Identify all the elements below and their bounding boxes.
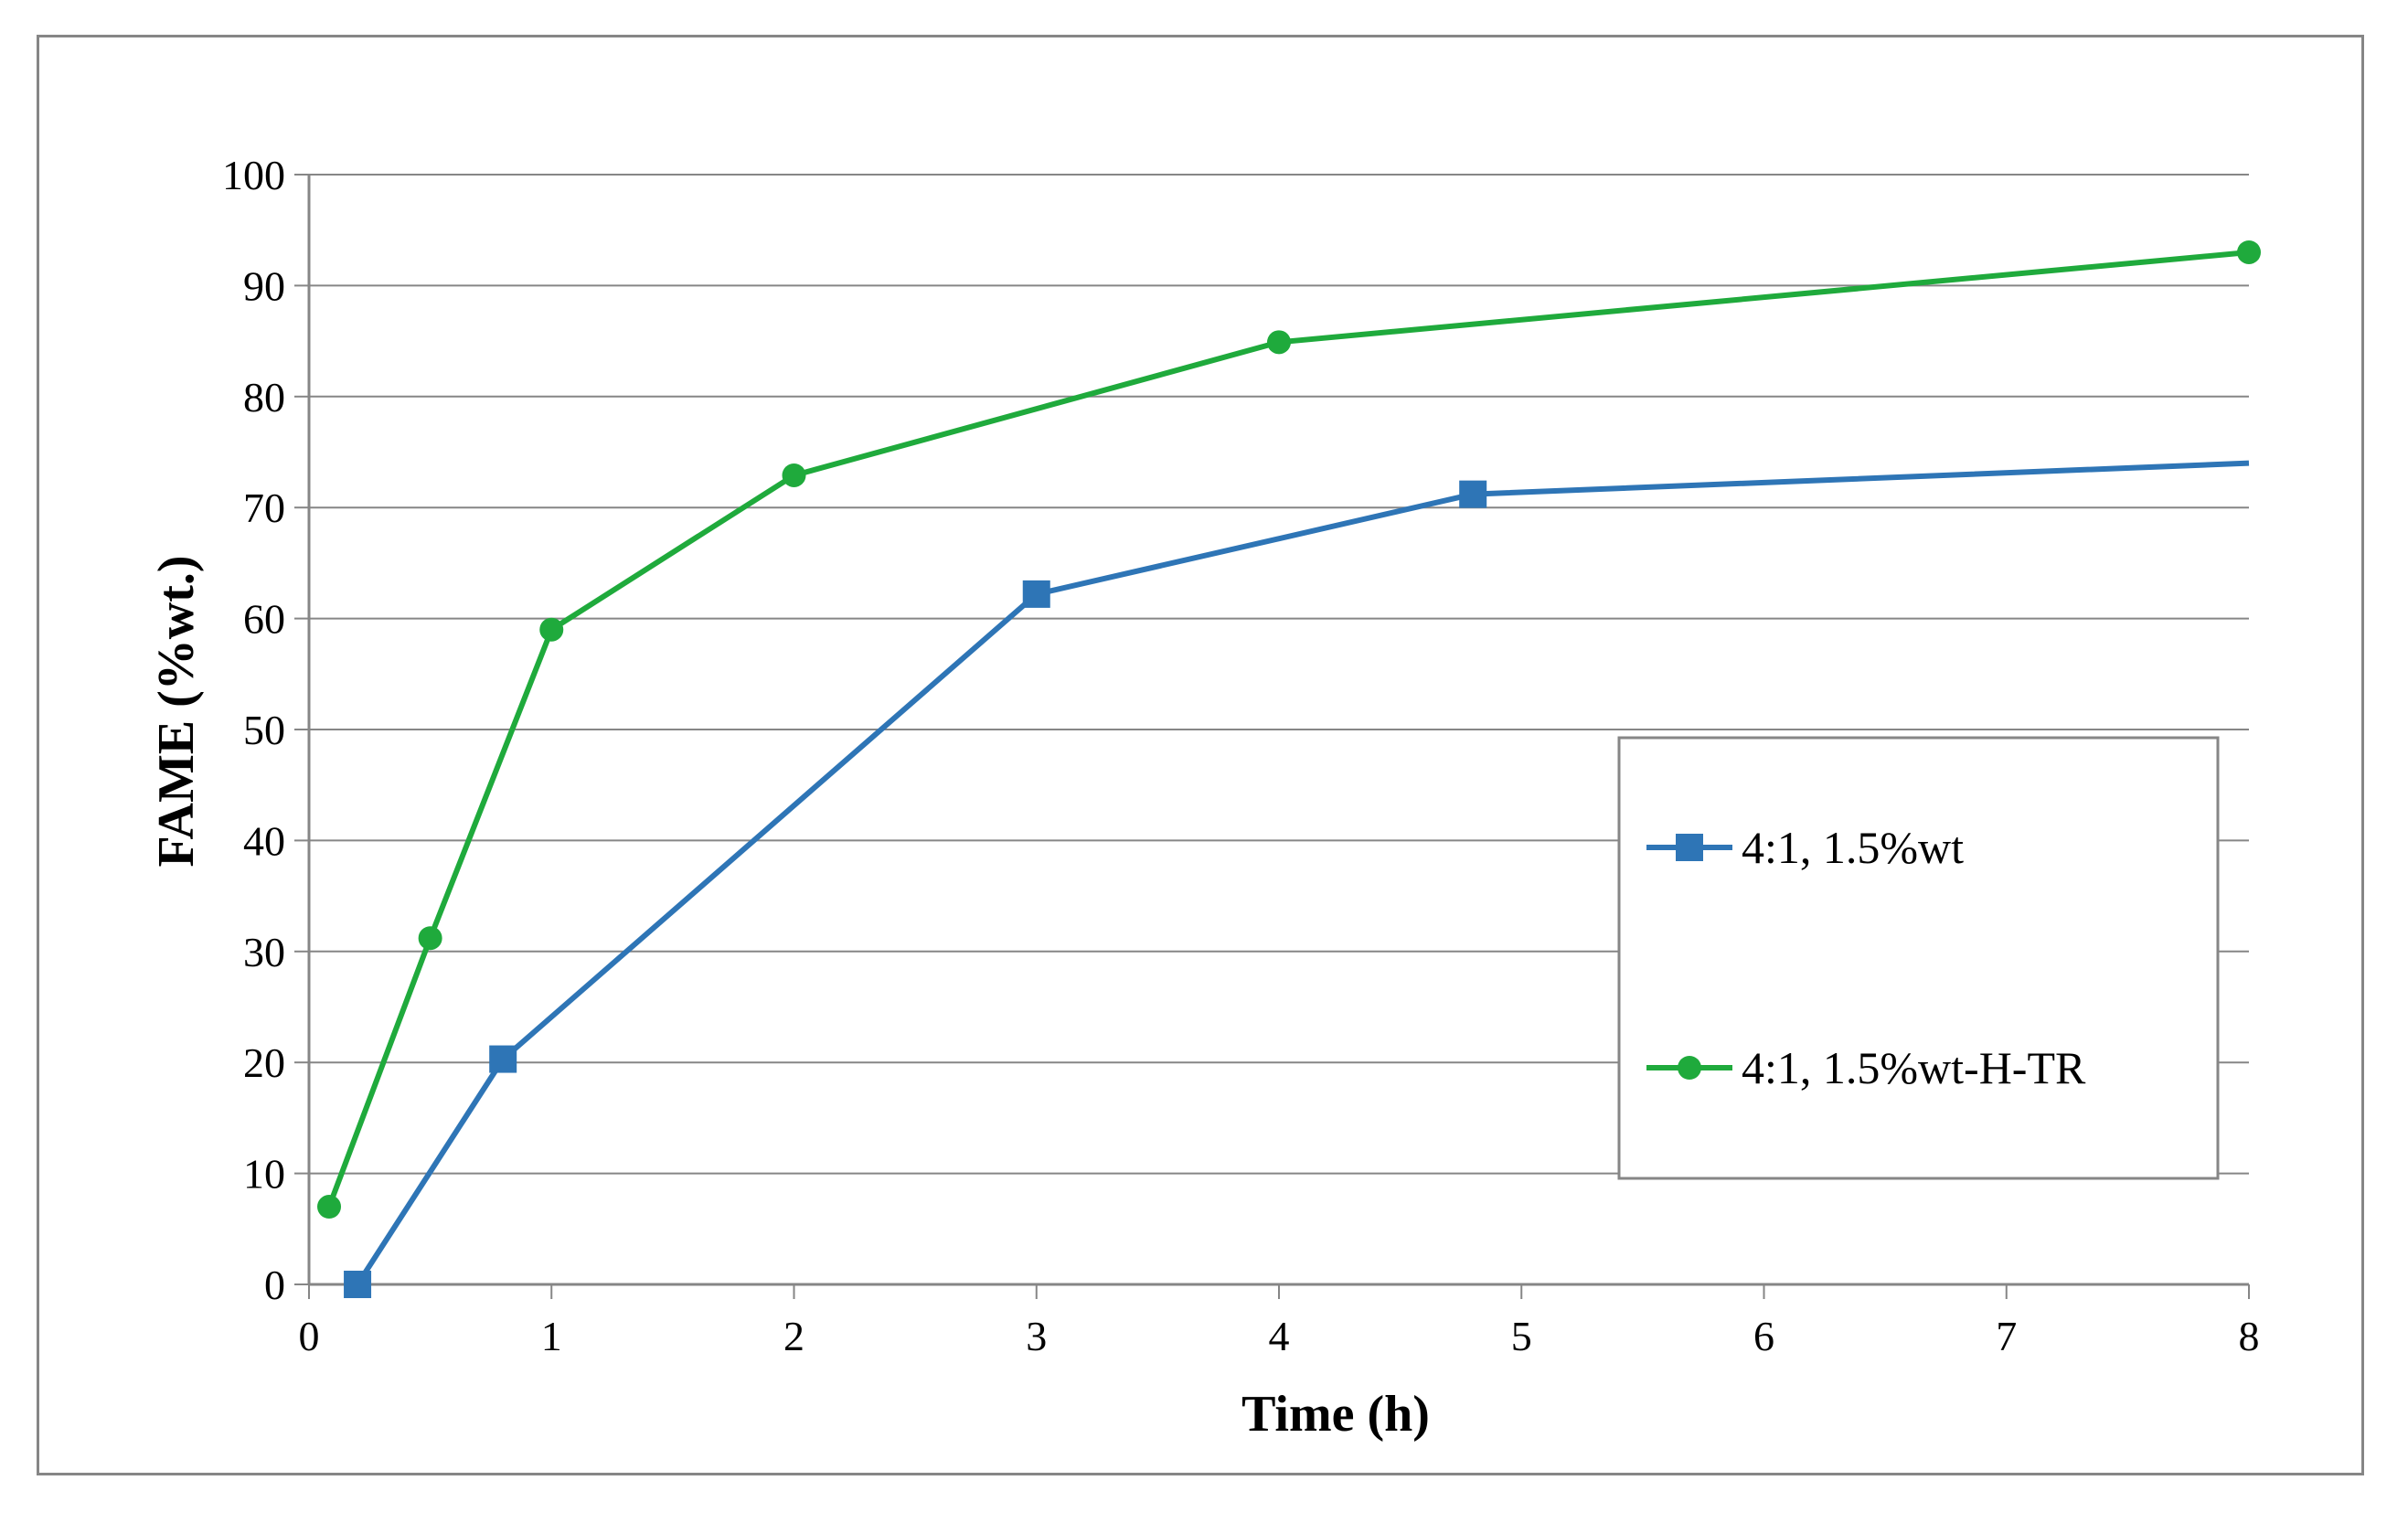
series-2-point-2 [539,617,564,642]
x-tick-label-8: 8 [2239,1313,2260,1359]
x-tick-label-2: 2 [783,1313,804,1359]
series-1-point-3 [1459,480,1487,508]
y-tick-label-0: 0 [264,1262,285,1308]
series-2-point-5 [2237,240,2261,264]
series-2-point-0 [317,1195,342,1219]
data-series [317,240,2261,1298]
series-line-2 [326,250,2250,1209]
chart-frame: 0 10 20 30 40 50 60 70 80 90 100 0 1 2 3 4 5 6 7 8 Time (h)… [37,35,2364,1475]
axes [294,174,2250,1299]
y-tick-label-10: 10 [243,1151,285,1198]
y-tick-label-30: 30 [243,929,285,975]
x-tick-label-0: 0 [299,1313,320,1359]
series-1-point-2 [1022,580,1050,608]
y-tick-label-100: 100 [222,152,285,198]
series-1-point-1 [489,1045,517,1073]
x-tick-label-6: 6 [1753,1313,1774,1359]
series-1-point-0 [344,1271,372,1298]
y-tick-label-80: 80 [243,374,285,421]
y-tick-label-70: 70 [243,485,285,531]
legend: 4:1, 1.5%wt 4:1, 1.5%wt-H-TR [1617,736,2220,1180]
x-tick-label-5: 5 [1511,1313,1532,1359]
tick-labels: 0 10 20 30 40 50 60 70 80 90 100 0 1 2 3 4 5 6 7 8 [222,152,2260,1359]
y-tick-label-90: 90 [243,262,285,309]
series-2-point-1 [418,926,442,951]
gridlines [309,174,2249,1175]
legend-marker-series-2 [1678,1056,1701,1080]
legend-marker-series-1 [1676,834,1703,861]
series-2-point-3 [782,463,806,487]
legend-box [1617,736,2220,1180]
legend-label-series-1: 4:1, 1.5%wt [1742,822,1964,873]
line-chart: 0 10 20 30 40 50 60 70 80 90 100 0 1 2 3 4 5 6 7 8 Time (h)… [148,152,2261,1443]
y-tick-label-40: 40 [243,817,285,864]
x-axis-title: Time (h) [1241,1386,1430,1443]
y-tick-label-50: 50 [243,707,285,753]
x-tick-label-3: 3 [1026,1313,1047,1359]
x-tick-label-1: 1 [541,1313,562,1359]
x-tick-label-4: 4 [1269,1313,1290,1359]
legend-label-series-2: 4:1, 1.5%wt-H-TR [1742,1042,2086,1093]
x-tick-label-7: 7 [1996,1313,2017,1359]
y-tick-label-60: 60 [243,596,285,643]
y-tick-label-20: 20 [243,1039,285,1086]
y-axis-title: FAME (%wt.) [148,555,205,867]
series-2-point-4 [1267,330,1291,355]
